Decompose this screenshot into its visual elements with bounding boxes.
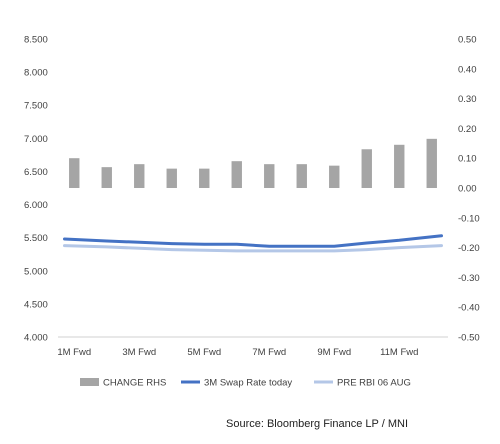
legend-item-change-rhs-label: CHANGE RHS <box>103 378 166 389</box>
bar-4m-fwd <box>166 168 177 188</box>
right-tick-label: 0.00 <box>458 184 477 195</box>
bar-6m-fwd <box>231 161 242 188</box>
line-3m-swap-rate-today <box>63 234 443 248</box>
bar-9m-fwd <box>329 165 340 188</box>
tick-labels: 4.000 4.500 5.000 5.500 6.000 6.500 7.000 7.500… <box>24 35 480 359</box>
bar-5m-fwd <box>199 168 210 188</box>
bar-3m-fwd <box>134 164 145 188</box>
bar-2m-fwd <box>101 167 112 188</box>
right-tick-label: -0.10 <box>458 213 480 224</box>
left-tick-label: 7.000 <box>24 134 48 145</box>
bar-1m-fwd <box>69 158 80 188</box>
legend: CHANGE RHS 3M Swap Rate today PRE RBI 06 A… <box>80 378 411 389</box>
right-tick-label: 0.30 <box>458 94 477 105</box>
line-series <box>63 234 443 253</box>
left-tick-label: 4.500 <box>24 299 48 310</box>
right-tick-label: -0.40 <box>458 303 480 314</box>
right-tick-label: -0.20 <box>458 243 480 254</box>
legend-item-3m-swap-rate-today-label: 3M Swap Rate today <box>204 378 292 389</box>
left-tick-label: 5.500 <box>24 233 48 244</box>
bar-8m-fwd <box>296 164 307 188</box>
left-tick-label: 4.000 <box>24 333 48 344</box>
bar-10m-fwd <box>361 149 372 188</box>
bar-series-change-rhs <box>69 138 437 188</box>
x-tick-label: 9M Fwd <box>317 347 351 358</box>
right-tick-label: 0.40 <box>458 64 477 75</box>
bar-7m-fwd <box>264 164 275 188</box>
left-tick-label: 6.500 <box>24 167 48 178</box>
source-note: Source: Bloomberg Finance LP / MNI <box>226 418 408 430</box>
right-tick-label: -0.50 <box>458 333 480 344</box>
legend-item-pre-rbi-06-aug-label: PRE RBI 06 AUG <box>337 378 411 389</box>
line-pre-rbi-06-aug <box>63 244 443 253</box>
left-tick-label: 7.500 <box>24 101 48 112</box>
right-tick-label: 0.20 <box>458 124 477 135</box>
bar-11m-fwd <box>394 144 405 188</box>
x-tick-label: 1M Fwd <box>57 347 91 358</box>
bar-12m-fwd <box>426 138 437 188</box>
x-tick-label: 11M Fwd <box>380 347 418 358</box>
x-tick-label: 3M Fwd <box>122 347 156 358</box>
left-tick-label: 5.000 <box>24 266 48 277</box>
right-tick-label: -0.30 <box>458 273 480 284</box>
x-tick-label: 7M Fwd <box>252 347 286 358</box>
right-tick-label: 0.50 <box>458 35 477 46</box>
legend-item-change-rhs-swatch <box>80 378 99 386</box>
right-tick-label: 0.10 <box>458 154 477 165</box>
left-tick-label: 6.000 <box>24 200 48 211</box>
x-tick-label: 5M Fwd <box>187 347 221 358</box>
left-tick-label: 8.500 <box>24 35 48 46</box>
left-tick-label: 8.000 <box>24 68 48 79</box>
